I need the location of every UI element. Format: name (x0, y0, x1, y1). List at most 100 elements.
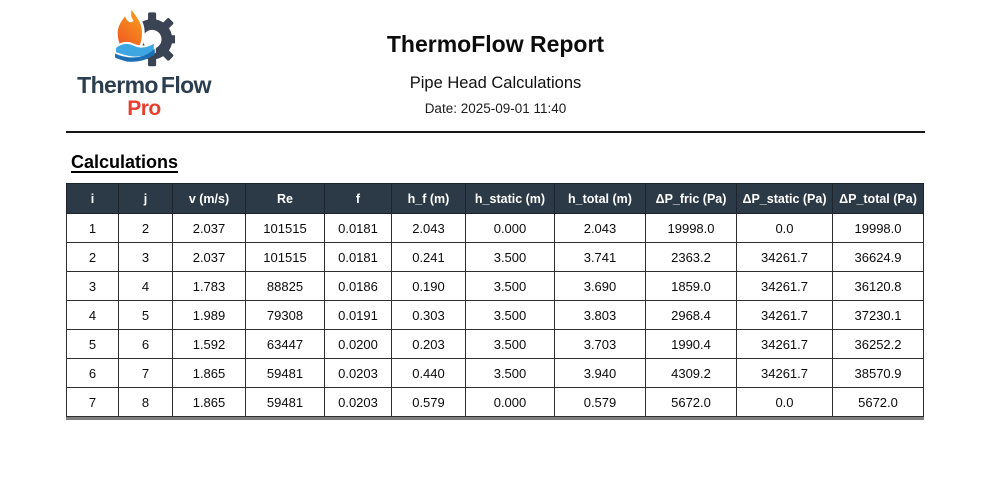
table-cell: 36252.2 (832, 329, 924, 359)
table-cell: 1.865 (172, 358, 246, 388)
column-header: v (m/s) (172, 183, 246, 214)
table-cell: 5672.0 (832, 387, 924, 417)
table-cell: 0.579 (554, 387, 646, 417)
table-cell: 1 (66, 213, 119, 243)
table-cell: 2968.4 (645, 300, 737, 330)
brand-name: Thermo Flow (68, 74, 220, 97)
report-header: Thermo Flow Pro ThermoFlow Report Pipe He… (66, 0, 925, 133)
table-cell: 0.0203 (324, 358, 392, 388)
table-cell: 4309.2 (645, 358, 737, 388)
table-cell: 19998.0 (645, 213, 737, 243)
table-cell: 38570.9 (832, 358, 924, 388)
table-cell: 1.592 (172, 329, 246, 359)
table-cell: 1990.4 (645, 329, 737, 359)
table-cell: 0.190 (391, 271, 466, 301)
report-subtitle: Pipe Head Calculations (409, 74, 582, 93)
table-cell: 0.000 (465, 213, 555, 243)
table-cell: 4 (66, 300, 119, 330)
table-cell: 34261.7 (736, 329, 833, 359)
table-row: 1 2 2.037 101515 0.0181 2.043 0.000 2.043 19998.… (66, 213, 924, 243)
table-cell: 88825 (245, 271, 325, 301)
table-row: 7 8 1.865 59481 0.0203 0.579 0.000 0.579 5672.0 0… (66, 387, 924, 417)
table-cell: 0.0200 (324, 329, 392, 359)
table-cell: 0.203 (391, 329, 466, 359)
table-cell: 2 (118, 213, 173, 243)
column-header: ΔP_static (Pa) (736, 183, 833, 214)
table-cell: 34261.7 (736, 300, 833, 330)
table-cell: 19998.0 (832, 213, 924, 243)
column-header: f (324, 183, 392, 214)
table-cell: 0.0181 (324, 213, 392, 243)
column-header: Re (245, 183, 325, 214)
table-cell: 1.783 (172, 271, 246, 301)
table-cell: 2 (66, 242, 119, 272)
table-cell: 3.500 (465, 329, 555, 359)
report-title: ThermoFlow Report (386, 31, 605, 57)
table-cell: 7 (118, 358, 173, 388)
table-cell: 0.000 (465, 387, 555, 417)
table-cell: 79308 (245, 300, 325, 330)
brand-pro: Pro (127, 97, 161, 120)
thermoflow-logo-icon (114, 4, 175, 67)
table-cell: 3 (66, 271, 119, 301)
table-cell: 3.741 (554, 242, 646, 272)
table-row: 3 4 1.783 88825 0.0186 0.190 3.500 3.690 1859.0 3… (66, 271, 924, 301)
table-cell: 3.940 (554, 358, 646, 388)
table-cell: 59481 (245, 387, 325, 417)
column-header: h_total (m) (554, 183, 646, 214)
table-cell: 101515 (245, 213, 325, 243)
table-cell: 3 (118, 242, 173, 272)
table-cell: 34261.7 (736, 242, 833, 272)
table-cell: 0.0191 (324, 300, 392, 330)
table-cell: 2.043 (554, 213, 646, 243)
table-cell: 34261.7 (736, 271, 833, 301)
thermoflow-logo: Thermo Flow Pro (68, 4, 220, 119)
table-cell: 0.440 (391, 358, 466, 388)
column-header: ΔP_fric (Pa) (645, 183, 737, 214)
table-cell: 34261.7 (736, 358, 833, 388)
column-header: ΔP_total (Pa) (832, 183, 924, 214)
table-cell: 0.579 (391, 387, 466, 417)
table-cell: 3.500 (465, 300, 555, 330)
table-cell: 0.0203 (324, 387, 392, 417)
table-cell: 3.803 (554, 300, 646, 330)
table-row: 2 3 2.037 101515 0.0181 0.241 3.500 3.741 2363.2… (66, 242, 924, 272)
table-cell: 4 (118, 271, 173, 301)
table-cell: 2363.2 (645, 242, 737, 272)
section-heading-calculations: Calculations (71, 152, 179, 172)
table-cell: 2.043 (391, 213, 466, 243)
table-cell: 8 (118, 387, 173, 417)
table-cell: 101515 (245, 242, 325, 272)
table-cell: 63447 (245, 329, 325, 359)
table-cell: 0.0181 (324, 242, 392, 272)
table-cell: 1.865 (172, 387, 246, 417)
table-row: 5 6 1.592 63447 0.0200 0.203 3.500 3.703 1990.4 3… (66, 329, 924, 359)
table-row: 6 7 1.865 59481 0.0203 0.440 3.500 3.940 4309.2 3… (66, 358, 924, 388)
table-cell: 3.500 (465, 242, 555, 272)
table-cell: 2.037 (172, 242, 246, 272)
table-cell: 59481 (245, 358, 325, 388)
table-cell: 5 (118, 300, 173, 330)
table-body: 1 2 2.037 101515 0.0181 2.043 0.000 2.043 19998.… (66, 213, 924, 417)
table-cell: 5672.0 (645, 387, 737, 417)
table-cell: 6 (118, 329, 173, 359)
table-cell: 0.303 (391, 300, 466, 330)
table-cell: 6 (66, 358, 119, 388)
table-cell: 3.500 (465, 271, 555, 301)
table-cell: 3.500 (465, 358, 555, 388)
table-cell: 3.703 (554, 329, 646, 359)
table-cell: 36120.8 (832, 271, 924, 301)
table-cell: 0.0 (736, 387, 833, 417)
table-cell: 0.0186 (324, 271, 392, 301)
table-cell: 5 (66, 329, 119, 359)
brand-thermo: Thermo (77, 72, 158, 98)
column-header: h_static (m) (465, 183, 555, 214)
column-header: j (118, 183, 173, 214)
table-cell: 1859.0 (645, 271, 737, 301)
table-cell: 36624.9 (832, 242, 924, 272)
column-header: h_f (m) (391, 183, 466, 214)
table-cell: 7 (66, 387, 119, 417)
